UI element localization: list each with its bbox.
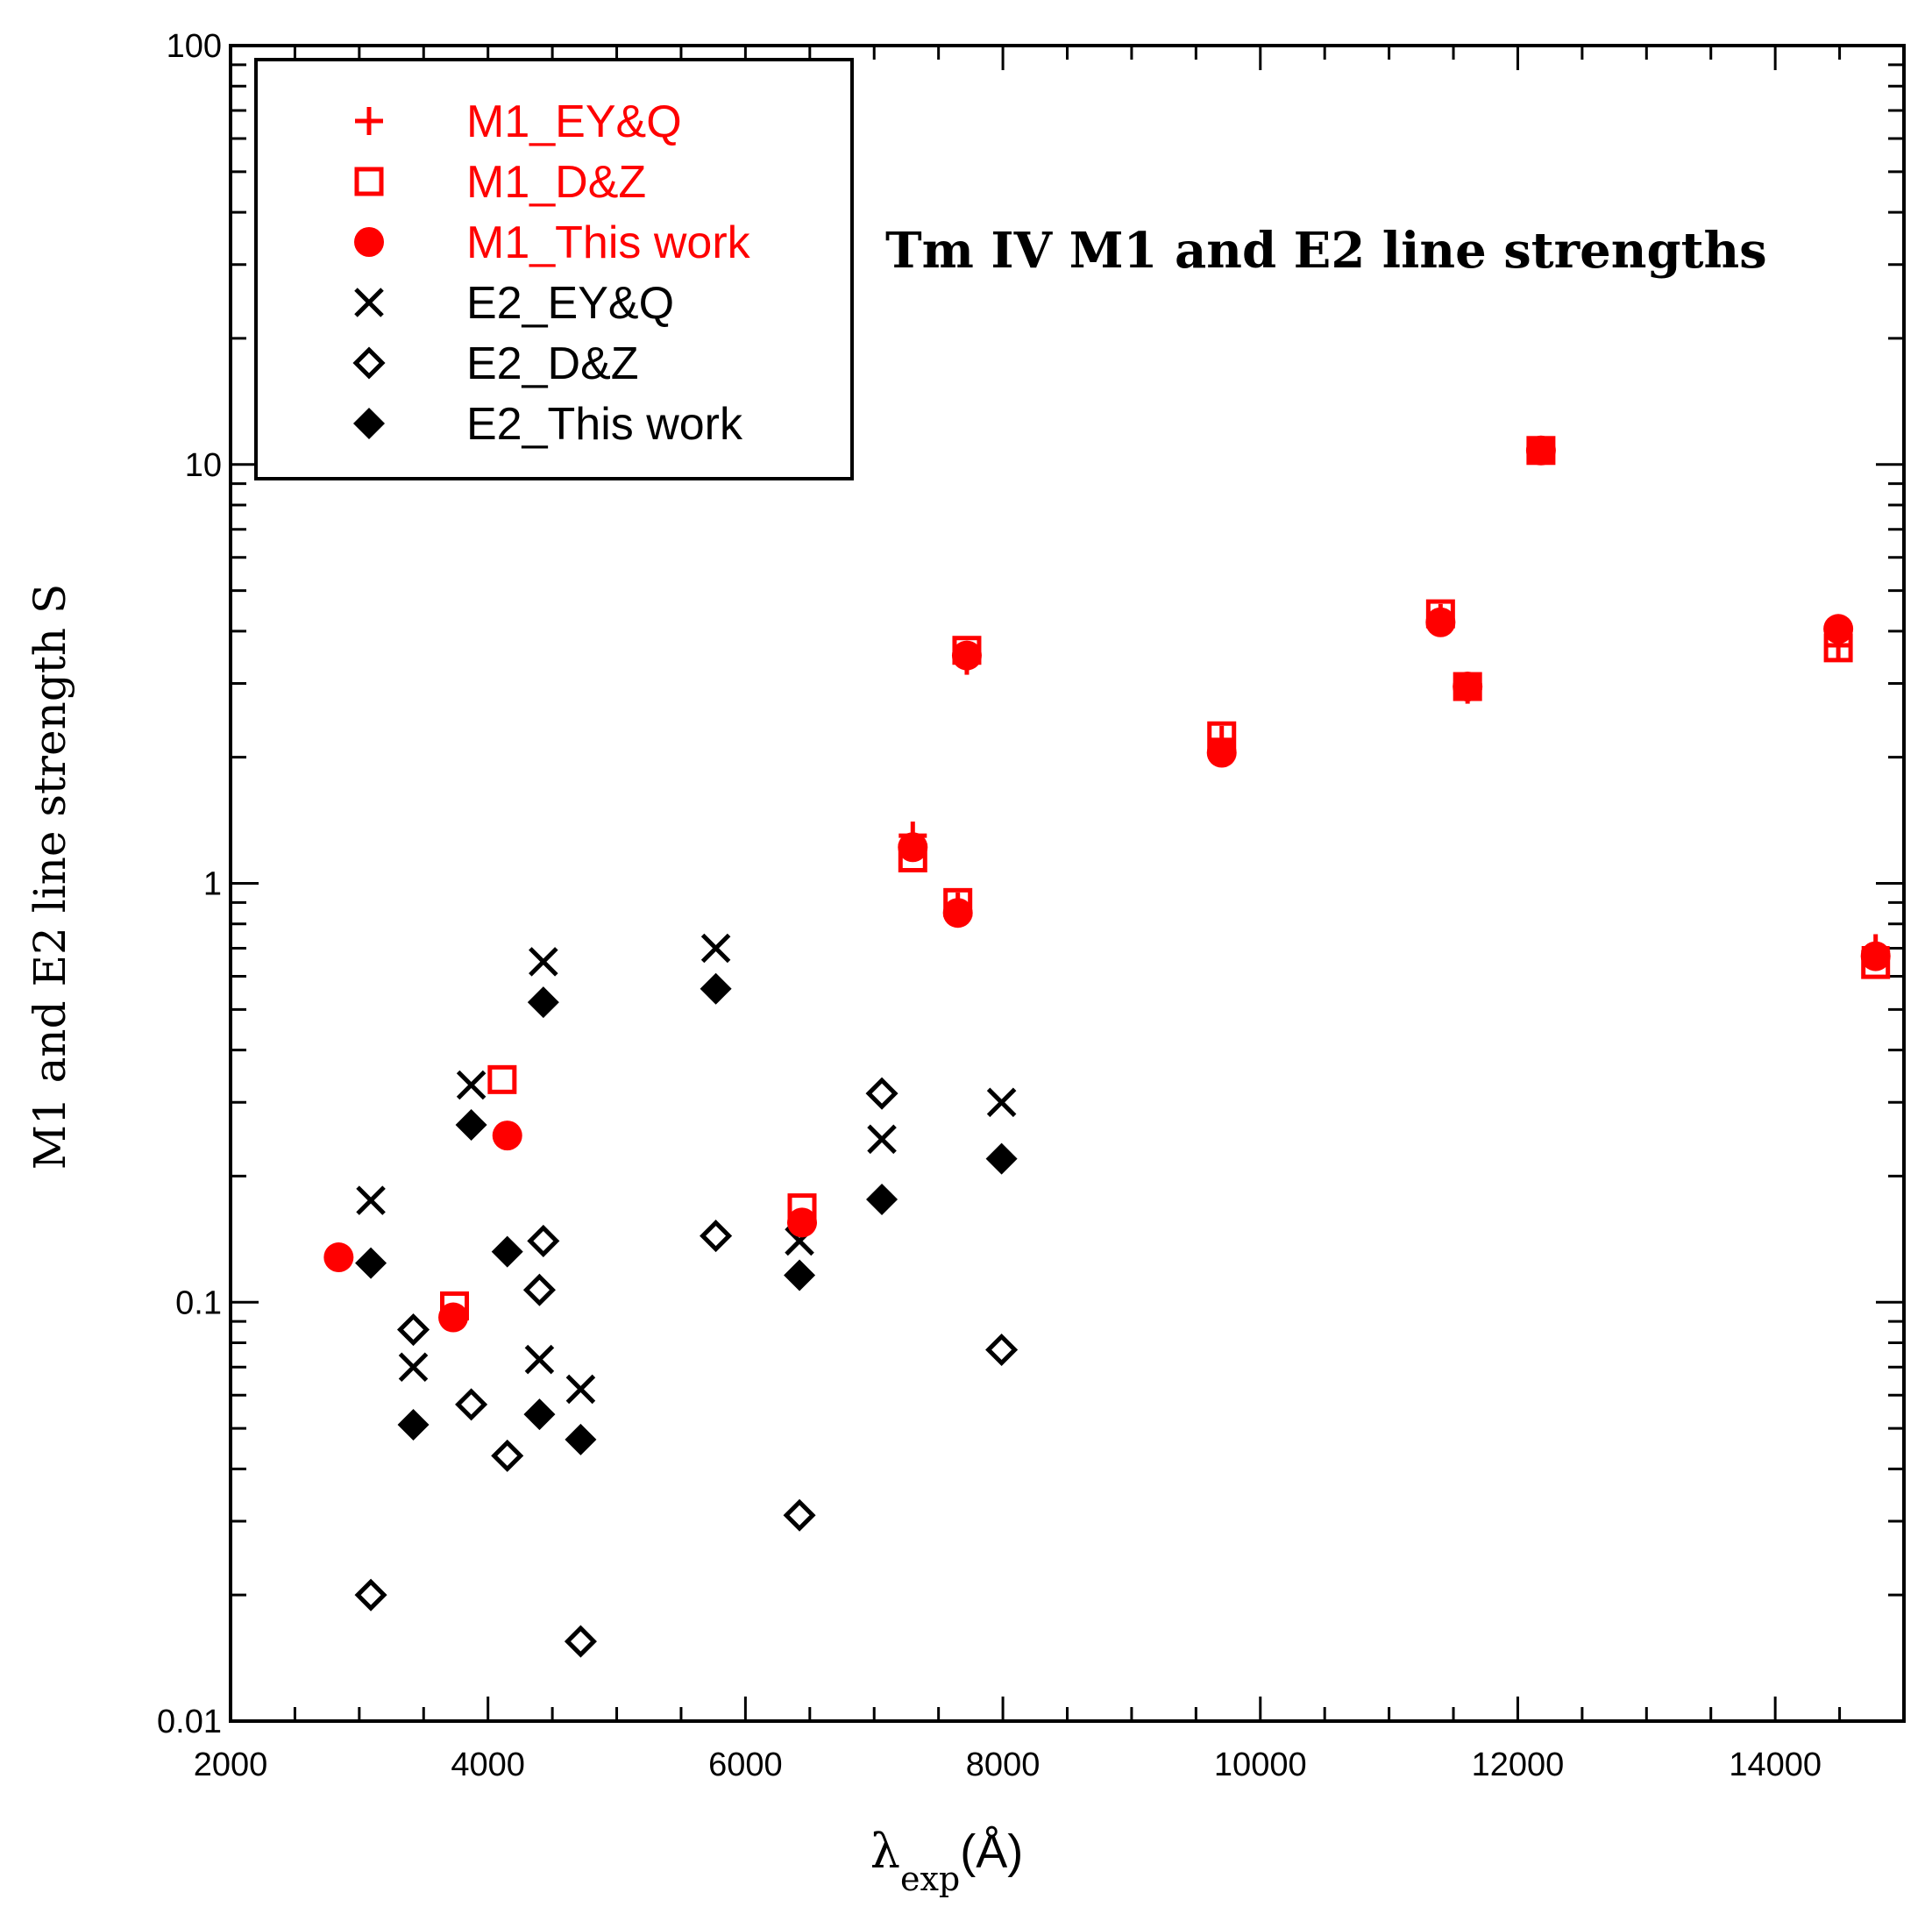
legend-label: E2_This work [466,399,743,450]
data-point [700,972,732,1005]
legend-label: M1_D&Z [466,157,646,208]
y-axis-title: M1 and E2 line strength S [25,584,75,1170]
data-point [1824,631,1853,660]
legend: M1_EY&Q M1_D&Z M1_This work E2_EY&Q E2_D&Z E2… [254,58,854,480]
x-axis-symbol: λ [870,1824,900,1879]
data-point [565,1374,596,1405]
data-point [866,1183,899,1215]
tick-labels: 2000 4000 6000 8000 10000 12000 14000 0.01 0.1 1 1… [157,28,1822,1783]
plot-frame [229,44,1906,1723]
legend-marker [353,408,385,439]
data-point [323,1242,354,1273]
data-point [986,1087,1017,1118]
data-point [1207,725,1236,754]
data-point [1426,603,1455,632]
data-point [786,1207,817,1238]
x-tick-label: 10000 [1214,1747,1307,1783]
data-point [1823,614,1854,644]
x-tick-label: 4000 [451,1747,525,1783]
data-point [985,1142,1018,1175]
data-point [527,1224,560,1257]
data-point [524,1344,555,1375]
data-point [899,822,927,850]
y-tick-label: 100 [167,28,222,65]
data-point [492,1121,522,1151]
data-point [700,1220,733,1253]
data-point [398,1352,429,1383]
data-point [355,1247,387,1279]
legend-marker [355,107,383,135]
data-point [455,1109,487,1142]
legend-label: E2_EY&Q [466,278,674,329]
y-tick-label: 0.1 [175,1284,222,1321]
x-tick-label: 14000 [1729,1747,1822,1783]
x-tick-label: 8000 [966,1747,1041,1783]
data-point [527,986,559,1019]
x-tick-label: 12000 [1472,1747,1565,1783]
data-point [491,1439,524,1472]
data-point [354,1578,387,1612]
x-axis-unit: (Å) [960,1825,1023,1878]
legend-marker [354,167,384,196]
data-point [564,1625,597,1658]
data-point [783,1498,816,1532]
y-tick-label: 1 [203,866,222,903]
y-tick-label: 0.01 [157,1704,222,1740]
data-point [491,1235,523,1268]
data-point [438,1302,469,1333]
data-point [867,1124,897,1155]
data-point [985,1333,1019,1367]
y-tick-label: 10 [185,447,222,484]
legend-box [254,58,854,480]
data-point [565,1423,597,1455]
data-point [456,1070,487,1100]
series-M1_EY&Q [899,436,1890,963]
x-axis-title: λexp(Å) [870,1824,1023,1898]
data-point [865,1077,899,1110]
data-point [1861,934,1890,963]
svg-text:λexp(Å): λexp(Å) [870,1824,1023,1898]
legend-label: M1_EY&Q [466,96,682,147]
x-tick-label: 2000 [194,1747,268,1783]
series-E2_This work [355,972,1018,1455]
data-point [784,1259,816,1291]
legend-marker [354,227,384,257]
series-E2_EY&Q [356,933,1017,1405]
data-point [952,646,981,675]
data-point [1453,675,1482,704]
data-point [455,1388,488,1421]
data-point [522,1273,556,1306]
x-tick-label: 6000 [708,1747,783,1783]
data-point [529,947,558,977]
legend-marker [354,288,384,317]
data-point [356,1185,386,1215]
series-E2_D&Z [354,1077,1019,1658]
data-point [523,1398,556,1431]
data-point [397,1408,430,1441]
data-point [487,1064,517,1094]
legend-label: M1_This work [466,217,751,268]
data-points [323,435,1891,1658]
data-point [700,933,731,964]
x-axis-subscript: exp [900,1860,960,1898]
legend-marker [352,346,386,380]
data-point [396,1313,430,1347]
legend-label: E2_D&Z [466,338,639,389]
data-point [943,893,972,921]
data-point [1526,436,1555,465]
chart-title: Tm IV M1 and E2 line strengths [885,222,1767,280]
